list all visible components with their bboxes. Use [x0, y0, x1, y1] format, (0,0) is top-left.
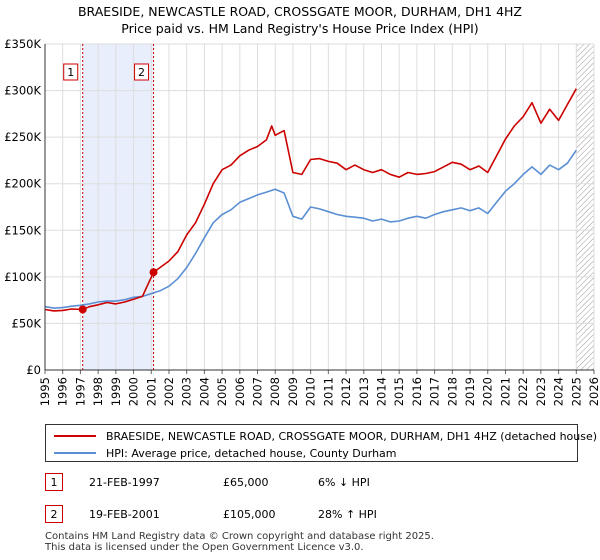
sale-annotation-label: 2 — [138, 66, 145, 79]
footer-line-copyright: Contains HM Land Registry data © Crown c… — [45, 531, 434, 542]
chart-title: BRAESIDE, NEWCASTLE ROAD, CROSSGATE MOOR… — [78, 4, 522, 19]
legend-item-hpi: HPI: Average price, detached house, Coun… — [54, 444, 397, 462]
x-tick-label: 2021 — [498, 377, 512, 406]
y-tick-label: £300K — [4, 84, 41, 98]
sale-annotation-label: 1 — [67, 66, 74, 79]
x-tick-label: 2025 — [569, 377, 583, 406]
sale-annotation-box — [63, 63, 79, 81]
x-tick-label: 2018 — [445, 377, 459, 406]
x-tick-label: 2002 — [162, 377, 176, 406]
x-tick-label: 1995 — [38, 377, 52, 406]
x-tick-label: 2023 — [534, 377, 548, 406]
sale-point — [149, 268, 158, 277]
x-tick-label: 2011 — [321, 377, 335, 406]
x-tick-label: 2006 — [233, 377, 247, 406]
price-chart: BRAESIDE, NEWCASTLE ROAD, CROSSGATE MOOR… — [4, 4, 600, 406]
x-tick-label: 2026 — [587, 377, 600, 406]
x-tick-label: 2017 — [428, 377, 442, 406]
x-tick-label: 2008 — [268, 377, 282, 406]
x-tick-label: 1999 — [109, 377, 123, 406]
x-tick-label: 2022 — [516, 377, 530, 406]
footer-attribution: Contains HM Land Registry data © Crown c… — [45, 531, 434, 553]
x-tick-label: 2001 — [144, 377, 158, 406]
sale-annotation-box — [134, 63, 150, 81]
x-tick-label: 2015 — [392, 377, 406, 406]
transaction-hpi-diff: 6% ↓ HPI — [318, 476, 370, 489]
x-tick-label: 2019 — [463, 377, 477, 406]
x-tick-label: 2012 — [339, 377, 353, 406]
hpi-series-line — [45, 149, 577, 309]
x-tick-label: 2003 — [180, 377, 194, 406]
transaction-date: 19-FEB-2001 — [89, 508, 160, 521]
x-tick-label: 2024 — [552, 377, 566, 406]
x-tick-label: 2004 — [197, 377, 211, 406]
chart-subtitle: Price paid vs. HM Land Registry's House … — [121, 21, 478, 36]
x-tick-label: 2007 — [251, 377, 265, 406]
y-tick-label: £250K — [4, 130, 41, 144]
transaction-number-badge: 1 — [45, 473, 63, 491]
transaction-date: 21-FEB-1997 — [89, 476, 160, 489]
legend-label-property: BRAESIDE, NEWCASTLE ROAD, CROSSGATE MOOR… — [106, 429, 598, 443]
x-tick-label: 2010 — [304, 377, 318, 406]
x-tick-label: 2009 — [286, 377, 300, 406]
y-tick-label: £150K — [4, 223, 41, 237]
sale-point — [78, 305, 87, 314]
x-tick-label: 1998 — [91, 377, 105, 406]
legend-label-hpi: HPI: Average price, detached house, Coun… — [106, 446, 397, 460]
y-tick-label: £50K — [12, 316, 42, 330]
y-tick-label: £350K — [4, 37, 41, 51]
transaction-hpi-diff: 28% ↑ HPI — [318, 508, 377, 521]
y-tick-label: £100K — [4, 270, 41, 284]
property-series-line — [45, 88, 577, 312]
y-tick-label: £200K — [4, 177, 41, 191]
transaction-number-badge: 2 — [45, 505, 63, 523]
series-group — [45, 88, 577, 312]
x-tick-label: 2005 — [215, 377, 229, 406]
x-tick-label: 1996 — [56, 377, 70, 406]
transaction-price: £105,000 — [223, 508, 276, 521]
x-tick-label: 2013 — [357, 377, 371, 406]
legend-item-property: BRAESIDE, NEWCASTLE ROAD, CROSSGATE MOOR… — [54, 427, 597, 445]
x-tick-label: 1997 — [73, 377, 87, 406]
legend-swatch-hpi — [54, 452, 96, 454]
x-tick-label: 2016 — [410, 377, 424, 406]
x-tick-label: 2020 — [481, 377, 495, 406]
x-tick-label: 2000 — [127, 377, 141, 406]
legend-swatch-property — [54, 435, 96, 437]
transaction-price: £65,000 — [223, 476, 269, 489]
chart-legend: BRAESIDE, NEWCASTLE ROAD, CROSSGATE MOOR… — [45, 424, 597, 462]
y-tick-label: £0 — [26, 363, 41, 377]
future-hatch-region — [576, 44, 594, 370]
footer-line-licence: This data is licensed under the Open Gov… — [45, 542, 364, 553]
x-tick-label: 2014 — [374, 377, 388, 406]
sale-period-shading — [82, 44, 154, 370]
